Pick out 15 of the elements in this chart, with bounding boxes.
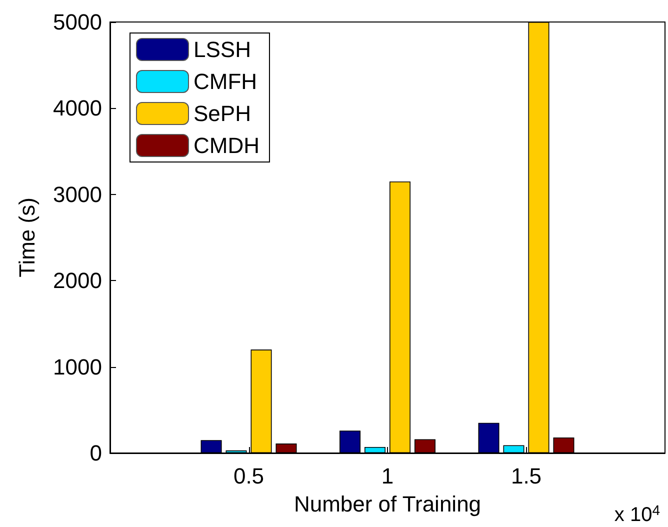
y-tick-label: 1000 — [53, 354, 102, 380]
legend-label: CMDH — [194, 133, 260, 158]
x-tick-label: 1 — [381, 464, 394, 488]
legend-label: CMFH — [194, 69, 258, 94]
x-tick-label: 1.5 — [510, 464, 542, 488]
legend-label: SePH — [194, 101, 251, 126]
y-tick-label: 2000 — [53, 268, 102, 294]
x-axis-title: Number of Training — [294, 492, 482, 516]
x-tick-label: 0.5 — [233, 464, 264, 488]
y-tick-label: 0 — [90, 440, 102, 466]
y-tick-label: 4000 — [53, 96, 102, 121]
y-tick-label: 5000 — [53, 10, 102, 34]
legend-label: LSSH — [194, 37, 251, 62]
y-tick-label: 3000 — [53, 182, 102, 207]
y-axis-title: Time (s) — [14, 198, 40, 278]
